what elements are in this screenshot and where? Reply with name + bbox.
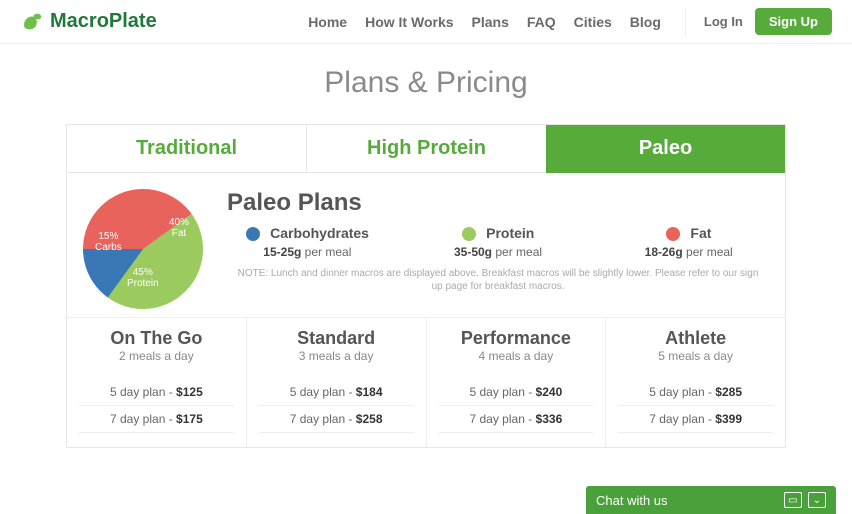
dot-fat — [666, 227, 680, 241]
tier-performance: Performance 4 meals a day 5 day plan - $… — [427, 318, 607, 447]
logo-text: MacroPlate — [50, 10, 157, 33]
macro-pie-chart: 40%Fat 45%Protein 15%Carbs — [83, 189, 213, 309]
macro-note: NOTE: Lunch and dinner macros are displa… — [227, 267, 769, 293]
login-link[interactable]: Log In — [704, 14, 743, 29]
dot-protein — [462, 227, 476, 241]
logo[interactable]: MacroPlate — [20, 9, 157, 35]
nav-plans[interactable]: Plans — [472, 14, 509, 30]
nav-cities[interactable]: Cities — [574, 14, 612, 30]
price-line: 7 day plan - $336 — [439, 406, 594, 433]
tier-sub: 5 meals a day — [618, 349, 773, 363]
price-line: 7 day plan - $399 — [618, 406, 773, 433]
chat-bubble-icon[interactable]: ▭ — [784, 492, 802, 508]
logo-icon — [20, 9, 46, 35]
price-line: 5 day plan - $184 — [259, 379, 414, 406]
price-line: 5 day plan - $125 — [79, 379, 234, 406]
pie-label-carbs: 15%Carbs — [95, 231, 122, 253]
plan-header: 40%Fat 45%Protein 15%Carbs Paleo Plans C… — [67, 173, 785, 317]
macro-carbs: Carbohydrates 15-25g per meal — [227, 225, 388, 259]
tab-paleo[interactable]: Paleo — [546, 125, 785, 173]
chat-icons: ▭ ⌄ — [784, 492, 826, 508]
tier-name: Standard — [259, 328, 414, 349]
primary-nav: Home How It Works Plans FAQ Cities Blog — [308, 14, 661, 30]
nav-home[interactable]: Home — [308, 14, 347, 30]
chat-widget[interactable]: Chat with us ▭ ⌄ — [586, 486, 836, 514]
tier-on-the-go: On The Go 2 meals a day 5 day plan - $12… — [67, 318, 247, 447]
pie-label-protein: 45%Protein — [127, 267, 159, 289]
nav-faq[interactable]: FAQ — [527, 14, 556, 30]
price-line: 5 day plan - $285 — [618, 379, 773, 406]
tier-name: Performance — [439, 328, 594, 349]
macro-fat: Fat 18-26g per meal — [608, 225, 769, 259]
macro-qty: 18-26g per meal — [608, 245, 769, 259]
plan-info: Paleo Plans Carbohydrates 15-25g per mea… — [227, 189, 769, 309]
signup-button[interactable]: Sign Up — [755, 8, 832, 35]
tier-sub: 4 meals a day — [439, 349, 594, 363]
macro-name: Fat — [690, 225, 711, 241]
tier-standard: Standard 3 meals a day 5 day plan - $184… — [247, 318, 427, 447]
page-title: Plans & Pricing — [0, 66, 852, 100]
tier-sub: 2 meals a day — [79, 349, 234, 363]
macro-name: Carbohydrates — [270, 225, 369, 241]
header: MacroPlate Home How It Works Plans FAQ C… — [0, 0, 852, 44]
tab-traditional[interactable]: Traditional — [67, 125, 306, 173]
tier-athlete: Athlete 5 meals a day 5 day plan - $285 … — [606, 318, 785, 447]
price-line: 7 day plan - $175 — [79, 406, 234, 433]
macro-qty: 15-25g per meal — [227, 245, 388, 259]
plan-tabs: Traditional High Protein Paleo — [67, 125, 785, 173]
pie-label-fat: 40%Fat — [169, 217, 189, 239]
price-line: 5 day plan - $240 — [439, 379, 594, 406]
macro-name: Protein — [486, 225, 534, 241]
nav-blog[interactable]: Blog — [630, 14, 661, 30]
auth: Log In Sign Up — [685, 8, 832, 35]
tier-name: On The Go — [79, 328, 234, 349]
plan-title: Paleo Plans — [227, 189, 769, 217]
tier-name: Athlete — [618, 328, 773, 349]
macro-qty: 35-50g per meal — [418, 245, 579, 259]
tab-high-protein[interactable]: High Protein — [306, 125, 546, 173]
macros-row: Carbohydrates 15-25g per meal Protein 35… — [227, 225, 769, 259]
tier-sub: 3 meals a day — [259, 349, 414, 363]
pricing-panel: Traditional High Protein Paleo 40%Fat 45… — [66, 124, 786, 448]
price-line: 7 day plan - $258 — [259, 406, 414, 433]
chat-toggle-icon[interactable]: ⌄ — [808, 492, 826, 508]
nav-how-it-works[interactable]: How It Works — [365, 14, 453, 30]
dot-carbs — [246, 227, 260, 241]
chat-label: Chat with us — [596, 493, 668, 508]
tiers: On The Go 2 meals a day 5 day plan - $12… — [67, 317, 785, 447]
macro-protein: Protein 35-50g per meal — [418, 225, 579, 259]
